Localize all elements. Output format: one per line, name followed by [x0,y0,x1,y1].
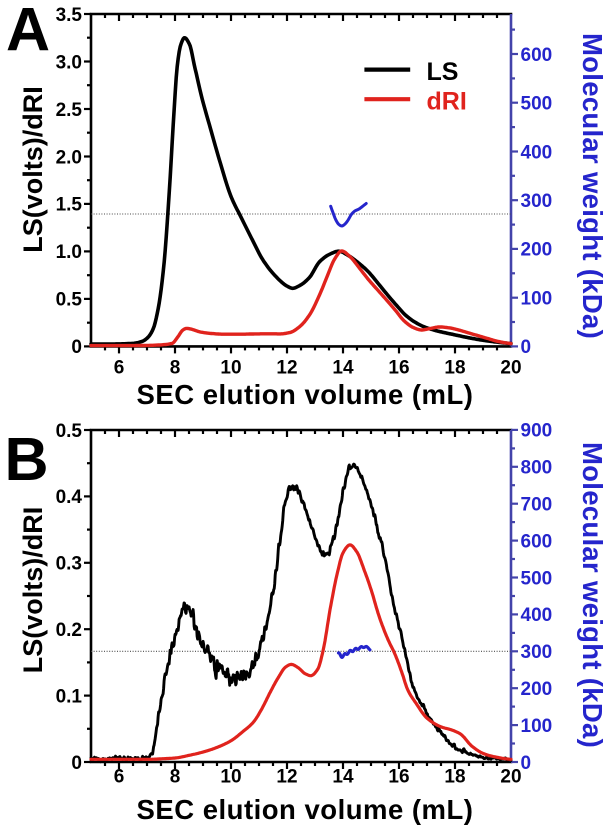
svg-text:Molecular weight (kDa): Molecular weight (kDa) [577,33,608,339]
svg-text:LS: LS [427,58,459,86]
svg-text:SEC elution volume (mL): SEC elution volume (mL) [137,794,474,825]
svg-text:10: 10 [220,358,241,379]
svg-text:20: 20 [500,358,521,379]
svg-text:0.2: 0.2 [56,620,82,641]
svg-text:A: A [6,0,50,64]
svg-text:0.4: 0.4 [56,487,83,508]
svg-text:8: 8 [170,358,181,379]
svg-text:14: 14 [332,767,354,788]
svg-text:500: 500 [521,94,553,115]
svg-text:LS(volts)/dRI: LS(volts)/dRI [18,86,48,253]
svg-text:dRI: dRI [427,88,467,116]
svg-text:3.5: 3.5 [56,5,83,26]
svg-text:300: 300 [521,642,553,663]
svg-text:20: 20 [500,767,521,788]
svg-text:200: 200 [521,240,553,261]
svg-text:100: 100 [521,289,553,310]
svg-text:18: 18 [444,767,465,788]
svg-text:0.5: 0.5 [56,290,83,311]
svg-text:10: 10 [220,767,241,788]
svg-text:16: 16 [388,358,409,379]
svg-text:400: 400 [521,605,553,626]
svg-text:0.5: 0.5 [56,421,83,442]
svg-text:14: 14 [332,358,354,379]
svg-text:0: 0 [71,337,82,358]
svg-text:0: 0 [71,753,82,774]
svg-text:300: 300 [521,191,553,212]
svg-text:6: 6 [114,767,125,788]
svg-text:LS(volts)/dRI: LS(volts)/dRI [18,507,48,674]
svg-text:0.1: 0.1 [56,686,83,707]
svg-text:8: 8 [170,767,181,788]
svg-text:SEC elution volume (mL): SEC elution volume (mL) [137,379,474,410]
svg-text:1.0: 1.0 [56,242,82,263]
svg-text:3.0: 3.0 [56,52,82,73]
svg-text:500: 500 [521,568,553,589]
svg-text:12: 12 [276,767,297,788]
svg-text:400: 400 [521,142,553,163]
svg-text:900: 900 [521,421,553,442]
svg-text:600: 600 [521,45,553,66]
svg-text:100: 100 [521,716,553,737]
svg-text:0: 0 [521,337,532,358]
svg-text:1.5: 1.5 [56,195,83,216]
svg-text:600: 600 [521,531,553,552]
svg-text:18: 18 [444,358,465,379]
svg-text:2.0: 2.0 [56,147,82,168]
svg-text:Molecular weight (kDa): Molecular weight (kDa) [577,442,608,748]
svg-text:700: 700 [521,495,553,516]
svg-text:0.3: 0.3 [56,554,82,575]
svg-text:2.5: 2.5 [56,100,83,121]
svg-text:800: 800 [521,458,553,479]
svg-text:6: 6 [114,358,125,379]
svg-text:0: 0 [521,753,532,774]
svg-text:16: 16 [388,767,409,788]
svg-text:12: 12 [276,358,297,379]
svg-text:200: 200 [521,679,553,700]
svg-text:B: B [5,425,49,493]
